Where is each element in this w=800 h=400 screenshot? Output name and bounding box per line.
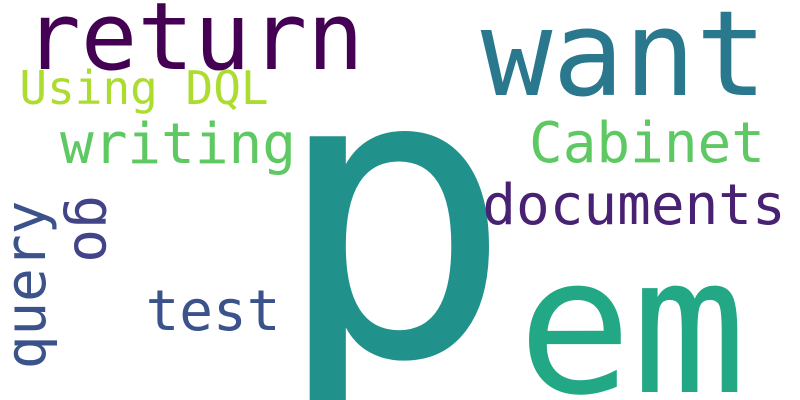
word-return: return [24, 0, 364, 92]
word-p: p [273, 0, 514, 400]
word-writing: writing [60, 112, 296, 177]
word-test: test [146, 279, 281, 344]
word-using-dql: Using DQL [19, 61, 268, 115]
word-go: go [61, 195, 126, 262]
word-want: want [481, 0, 768, 124]
word-em: em [518, 216, 747, 400]
word-documents: documents [482, 173, 785, 238]
word-query: query [0, 201, 59, 370]
word-cabinet: Cabinet [529, 111, 765, 176]
